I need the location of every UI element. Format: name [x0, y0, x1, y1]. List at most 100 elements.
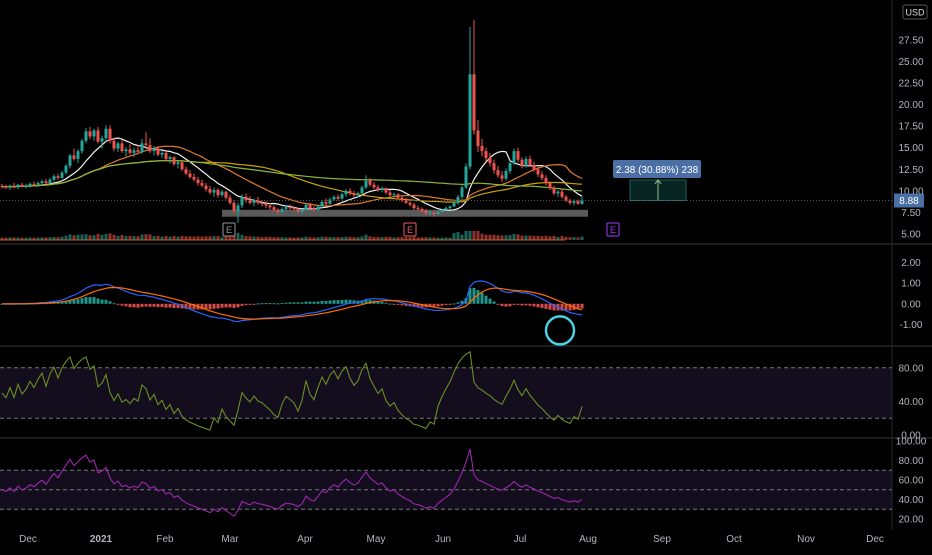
- macd-histogram-bar: [488, 298, 492, 304]
- macd-histogram-bar: [256, 303, 260, 305]
- price-tick-label: 10.00: [898, 186, 923, 197]
- candle-body: [432, 212, 436, 215]
- volume-bar: [348, 236, 352, 240]
- x-axis-label: Dec: [19, 534, 37, 545]
- volume-bar: [300, 237, 304, 240]
- volume-bar: [456, 232, 460, 240]
- macd-histogram-bar: [92, 297, 96, 304]
- candle-body: [24, 185, 28, 187]
- candle-body: [80, 140, 84, 152]
- candle-body: [132, 150, 136, 153]
- candle-body: [476, 130, 480, 146]
- macd-histogram-bar: [376, 301, 380, 304]
- macd-histogram-bar: [200, 303, 204, 310]
- macd-histogram-bar: [272, 303, 276, 305]
- macd-histogram-bar: [520, 303, 524, 306]
- volume-bar: [504, 235, 508, 240]
- volume-bar: [380, 237, 384, 240]
- volume-bar: [468, 231, 472, 240]
- volume-bar: [116, 235, 120, 240]
- candle-body: [36, 183, 40, 185]
- candle-body: [416, 208, 420, 210]
- volume-bar: [388, 236, 392, 240]
- support-zone-layer: [222, 209, 588, 217]
- volume-bar: [28, 237, 32, 240]
- candle-body: [116, 143, 120, 149]
- candle-body: [76, 151, 80, 159]
- candle-body: [304, 204, 308, 210]
- candle-body: [28, 183, 32, 186]
- volume-bar: [124, 236, 128, 240]
- rsi1-band-fill: [0, 367, 892, 419]
- volume-bar: [488, 234, 492, 240]
- candle-body: [360, 187, 364, 194]
- candle-body: [208, 189, 212, 193]
- candle-body: [316, 206, 320, 210]
- volume-bar: [80, 234, 84, 240]
- volume-bar: [88, 235, 92, 240]
- candle-body: [204, 185, 208, 190]
- candle-body: [540, 174, 544, 178]
- indicator-layer: [0, 280, 584, 518]
- macd-histogram-bar: [304, 301, 308, 304]
- candle-body: [524, 158, 528, 166]
- volume-bar: [344, 236, 348, 240]
- candle-body: [344, 190, 348, 195]
- volume-bar: [140, 234, 144, 240]
- price-tick-label: 15.00: [898, 143, 923, 154]
- volume-bar: [516, 234, 520, 240]
- volume-layer: [0, 231, 584, 241]
- candle-body: [544, 177, 548, 184]
- macd-histogram-bar: [384, 302, 388, 304]
- macd-histogram-bar: [308, 301, 312, 304]
- overlay-layer: 2.38 (30.88%) 238 E E E: [0, 160, 892, 237]
- volume-bar: [376, 236, 380, 240]
- volume-bar: [172, 236, 176, 240]
- volume-bar: [440, 237, 444, 240]
- candle-body: [32, 183, 36, 185]
- candle-body: [280, 208, 284, 212]
- projection-label: 2.38 (30.88%) 238: [616, 165, 699, 176]
- volume-bar: [392, 237, 396, 240]
- macd-histogram-bar: [96, 298, 100, 304]
- macd-histogram-bar: [504, 303, 508, 307]
- earnings-marker-label: E: [226, 225, 232, 235]
- candle-body: [16, 184, 20, 188]
- candle-body: [176, 162, 180, 165]
- earnings-marker-box: [606, 222, 620, 237]
- candle-body: [224, 191, 228, 198]
- macd-histogram-bar: [288, 302, 292, 304]
- volume-bar: [384, 236, 388, 240]
- volume-bar: [520, 235, 524, 240]
- candle-body: [324, 202, 328, 204]
- volume-bar: [368, 236, 372, 240]
- candle-body: [56, 176, 60, 178]
- volume-bar: [16, 237, 20, 240]
- x-axis-label: Apr: [297, 534, 313, 545]
- volume-bar: [212, 236, 216, 240]
- candle-body: [580, 200, 584, 204]
- macd-histogram-bar: [368, 300, 372, 304]
- candle-body: [96, 130, 100, 142]
- candle-body: [252, 200, 256, 203]
- candle-body: [532, 164, 536, 170]
- macd-histogram-bar: [540, 303, 544, 309]
- macd-histogram-bar: [120, 303, 124, 306]
- volume-bar: [156, 235, 160, 240]
- support-zone: [222, 209, 588, 217]
- volume-bar: [408, 237, 412, 240]
- rsi1-line: [1, 350, 583, 431]
- candle-body: [472, 74, 476, 131]
- candle-body: [136, 150, 140, 152]
- macd-histogram-bar: [228, 303, 232, 308]
- candle-body: [508, 163, 512, 171]
- volume-bar: [444, 237, 448, 240]
- volume-bar: [108, 233, 112, 240]
- candle-body: [568, 200, 572, 203]
- candle-body: [436, 211, 440, 215]
- volume-bar: [420, 237, 424, 240]
- volume-bar: [336, 237, 340, 240]
- volume-bar: [200, 236, 204, 240]
- candle-body: [516, 151, 520, 160]
